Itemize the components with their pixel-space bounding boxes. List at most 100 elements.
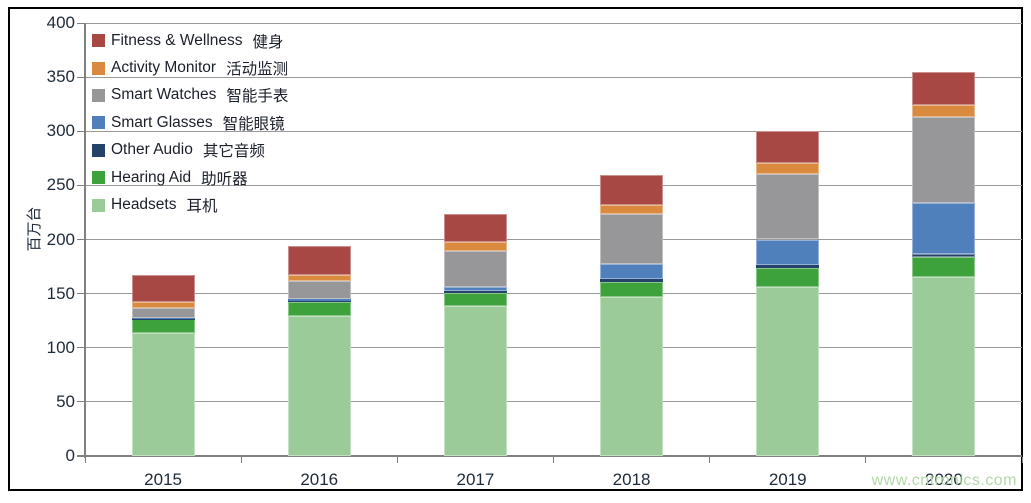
legend-label-zh: 助听器 [201, 170, 248, 188]
y-tick-label-50: 50 [56, 391, 75, 411]
bar-segment-headsets-2016 [287, 316, 351, 456]
y-axis-title: 百万台 [26, 206, 43, 252]
gridline-100 [85, 347, 1022, 349]
bar-segment-fitness-wellness-2017 [443, 214, 507, 242]
bar-segment-hearing-aid-2020 [912, 257, 976, 278]
bar-segment-smart-watches-2017 [443, 251, 507, 287]
gridline-300 [85, 130, 1022, 132]
x-axis-tick-1 [240, 457, 242, 463]
bar-segment-fitness-wellness-2016 [287, 245, 351, 275]
legend-label-zh: 耳机 [186, 198, 218, 216]
y-axis-tick-300 [77, 130, 85, 132]
legend-swatch-icon [92, 198, 105, 212]
x-category-label-2018: 2018 [612, 470, 651, 489]
legend-label-zh: 活动监测 [226, 61, 289, 79]
bar-segment-fitness-wellness-2018 [600, 174, 664, 206]
bar-segment-other-audio-2018 [600, 279, 664, 282]
bar-segment-activity-monitor-2019 [756, 163, 820, 174]
legend-item-fitness-wellness: Fitness & Wellness 健身 [92, 27, 288, 54]
x-axis-tick-2 [396, 457, 398, 463]
y-axis-tick-250 [77, 184, 85, 186]
x-axis-line [77, 455, 1022, 457]
x-axis-tick-5 [865, 457, 867, 463]
x-axis-tick-0 [84, 457, 86, 463]
bar-segment-activity-monitor-2016 [287, 274, 351, 281]
bar-segment-smart-watches-2019 [756, 174, 820, 240]
bar-segment-smart-watches-2018 [600, 214, 664, 265]
bar-segment-hearing-aid-2016 [287, 302, 351, 317]
bar-segment-smart-watches-2016 [287, 280, 351, 300]
y-axis-tick-50 [77, 401, 85, 403]
bar-segment-hearing-aid-2017 [443, 293, 507, 306]
bar-segment-other-audio-2017 [443, 291, 507, 294]
bar-segment-fitness-wellness-2015 [131, 275, 195, 303]
legend-label-en: Smart Watches [111, 86, 217, 104]
y-axis-line [84, 23, 86, 458]
legend-swatch-icon [92, 61, 105, 75]
legend-label-zh: 智能眼镜 [222, 115, 285, 133]
bar-segment-smart-glasses-2020 [912, 203, 976, 255]
bar-segment-smart-glasses-2018 [600, 264, 664, 279]
bar-segment-smart-watches-2020 [912, 117, 976, 204]
bar-segment-fitness-wellness-2019 [756, 131, 820, 164]
bar-segment-other-audio-2019 [756, 264, 820, 268]
bar-segment-other-audio-2016 [287, 301, 351, 303]
bar-segment-activity-monitor-2020 [912, 105, 976, 118]
bar-segment-other-audio-2020 [912, 254, 976, 258]
legend-item-smart-glasses: Smart Glasses 智能眼镜 [92, 109, 288, 136]
bar-segment-headsets-2015 [131, 332, 195, 456]
bar-segment-headsets-2017 [443, 305, 507, 456]
legend-swatch-icon [92, 116, 105, 130]
bar-segment-smart-glasses-2015 [131, 317, 195, 319]
x-category-label-2015: 2015 [144, 470, 182, 489]
x-category-label-2020: 2020 [924, 470, 963, 489]
bar-segment-headsets-2020 [912, 277, 976, 456]
legend-swatch-icon [92, 34, 105, 48]
x-category-label-2017: 2017 [456, 470, 495, 489]
y-axis-tick-150 [77, 293, 85, 295]
legend-item-hearing-aid: Hearing Aid 助听器 [92, 164, 288, 191]
y-tick-label-400: 400 [46, 13, 75, 32]
y-tick-label-350: 350 [46, 67, 75, 87]
bar-segment-hearing-aid-2015 [131, 319, 195, 333]
gridline-150 [85, 293, 1022, 295]
x-axis-tick-4 [709, 457, 711, 463]
bar-segment-other-audio-2015 [131, 318, 195, 320]
gridline-350 [85, 76, 1022, 78]
legend-label-en: Fitness & Wellness [111, 31, 243, 49]
bar-segment-headsets-2018 [600, 296, 664, 456]
bar-segment-hearing-aid-2018 [600, 281, 664, 297]
bar-segment-activity-monitor-2017 [443, 241, 507, 252]
legend-item-activity-monitor: Activity Monitor 活动监测 [92, 54, 288, 81]
chart-frame: 0 50 100 150 200 250 300 350 400 2015 2016 2017 2018… [8, 7, 1023, 491]
y-tick-label-300: 300 [46, 121, 75, 141]
y-axis-tick-200 [77, 239, 85, 240]
plot-area: 0 50 100 150 200 250 300 350 400 2015 2016 2017 2018… [10, 9, 1023, 489]
legend-swatch-icon [92, 88, 105, 102]
legend-label-en: Headsets [111, 196, 177, 214]
x-category-label-2016: 2016 [300, 470, 339, 489]
y-tick-label-100: 100 [46, 337, 75, 357]
y-tick-label-150: 150 [46, 283, 75, 303]
bar-segment-smart-glasses-2017 [443, 286, 507, 292]
legend-label-zh: 健身 [252, 33, 284, 51]
gridline-200 [85, 239, 1022, 240]
gridline-50 [85, 401, 1022, 403]
y-axis-tick-350 [77, 76, 85, 78]
legend-label-zh: 智能手表 [226, 88, 289, 106]
legend-swatch-icon [92, 171, 105, 185]
gridline-250 [85, 184, 1022, 186]
x-axis-tick-3 [553, 457, 554, 463]
legend-item-smart-watches: Smart Watches 智能手表 [92, 82, 288, 109]
bar-segment-smart-watches-2015 [131, 308, 195, 318]
legend-label-en: Smart Glasses [111, 113, 213, 131]
bar-segment-activity-monitor-2018 [600, 205, 664, 215]
bar-segment-fitness-wellness-2020 [912, 71, 976, 106]
legend-item-other-audio: Other Audio 其它音频 [92, 137, 288, 164]
y-tick-label-200: 200 [46, 229, 75, 249]
legend: Fitness & Wellness 健身 Activity Monitor 活动监测… [92, 27, 288, 219]
x-category-label-2019: 2019 [768, 470, 807, 489]
watermark-text: www.cntronics.com [871, 472, 1017, 489]
bar-segment-hearing-aid-2019 [756, 267, 820, 288]
y-axis-tick-400 [77, 22, 85, 24]
